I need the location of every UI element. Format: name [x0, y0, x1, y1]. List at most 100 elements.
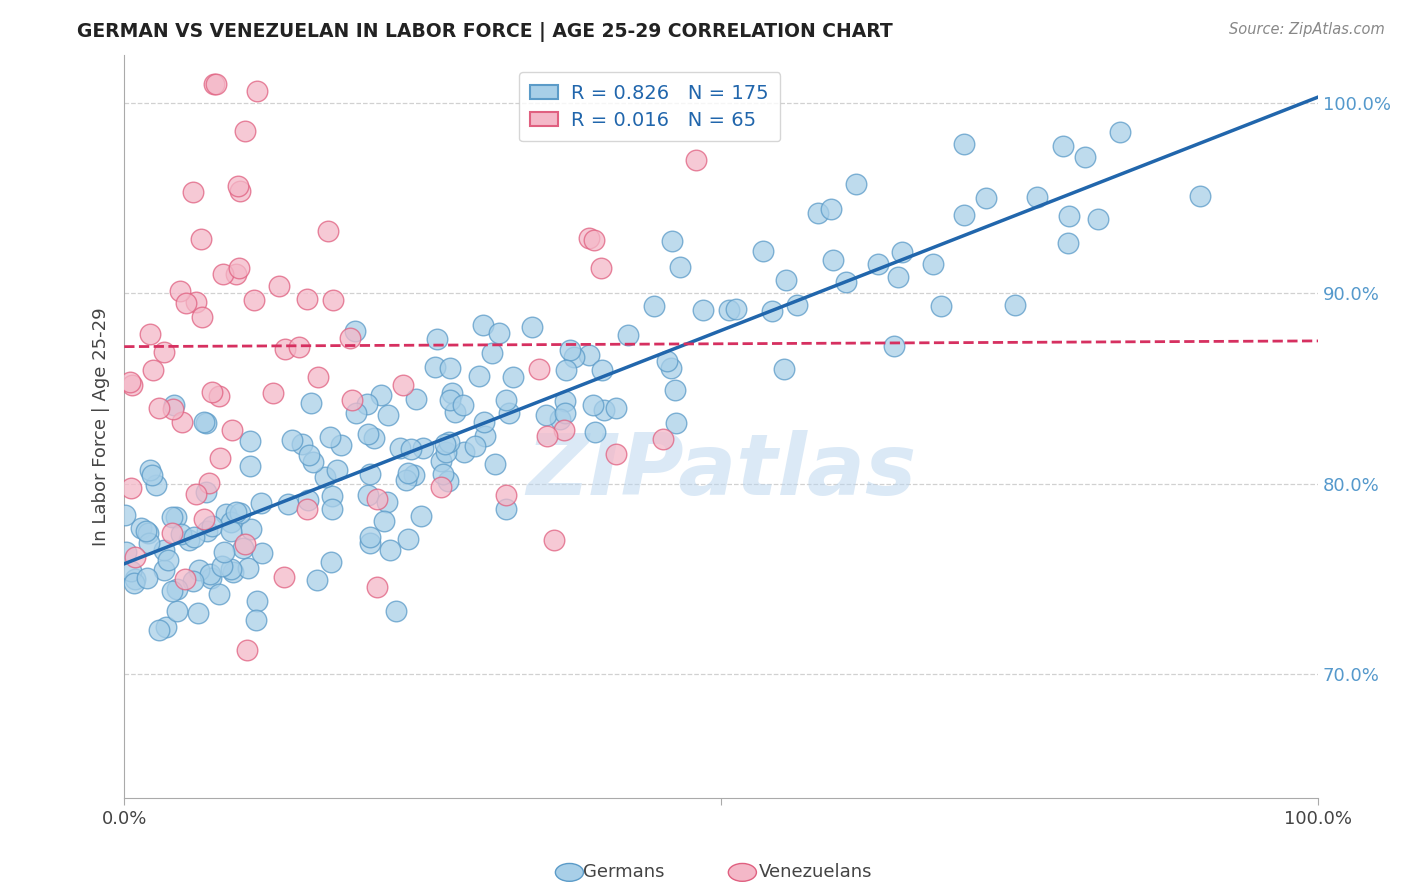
Point — [883, 339, 905, 353]
Point — [162, 402, 184, 417]
Circle shape — [728, 863, 756, 881]
Point — [664, 384, 686, 398]
Point — [291, 436, 314, 450]
Point — [437, 475, 460, 489]
Point — [395, 474, 418, 488]
Point — [201, 384, 224, 399]
Point — [120, 564, 142, 578]
Point — [198, 476, 221, 491]
Point — [211, 268, 233, 282]
Point — [724, 301, 747, 316]
Point — [562, 350, 585, 364]
Point — [233, 124, 256, 138]
Point — [153, 563, 176, 577]
Point — [174, 572, 197, 586]
Point — [444, 405, 467, 419]
Point — [392, 377, 415, 392]
Point — [399, 442, 422, 456]
Point — [717, 303, 740, 318]
Point — [502, 370, 524, 384]
Text: Venezuelans: Venezuelans — [759, 863, 873, 881]
Point — [344, 406, 367, 420]
Point — [472, 415, 495, 429]
Point — [221, 423, 243, 437]
Point — [344, 324, 367, 338]
Point — [377, 408, 399, 422]
Point — [274, 342, 297, 356]
Point — [321, 555, 343, 569]
Point — [953, 208, 976, 222]
Point — [845, 177, 868, 191]
Point — [578, 348, 600, 362]
Point — [124, 549, 146, 564]
Point — [669, 260, 692, 274]
Point — [366, 492, 388, 507]
Y-axis label: In Labor Force | Age 25-29: In Labor Force | Age 25-29 — [93, 308, 110, 546]
Point — [834, 275, 856, 289]
Point — [166, 582, 188, 596]
Point — [692, 303, 714, 318]
Point — [211, 558, 233, 573]
Point — [820, 202, 842, 217]
Point — [761, 303, 783, 318]
Point — [582, 398, 605, 412]
Point — [120, 481, 142, 495]
Point — [297, 501, 319, 516]
Point — [378, 543, 401, 558]
Point — [135, 524, 157, 538]
Point — [232, 541, 254, 555]
Point — [426, 332, 449, 346]
Point — [219, 562, 242, 576]
Legend: R = 0.826   N = 175, R = 0.016   N = 65: R = 0.826 N = 175, R = 0.016 N = 65 — [519, 72, 780, 142]
Point — [402, 467, 425, 482]
Point — [297, 292, 319, 306]
Point — [273, 570, 295, 584]
Point — [655, 354, 678, 368]
Point — [866, 257, 889, 271]
Point — [543, 533, 565, 547]
Point — [181, 185, 204, 199]
Text: Germans: Germans — [583, 863, 665, 881]
Point — [240, 522, 263, 536]
Point — [370, 388, 392, 402]
Point — [155, 620, 177, 634]
Point — [162, 510, 184, 524]
Point — [124, 572, 146, 586]
Point — [215, 507, 238, 521]
Point — [222, 566, 245, 580]
Point — [118, 375, 141, 389]
Point — [170, 415, 193, 429]
Point — [298, 448, 321, 462]
Point — [162, 584, 184, 599]
Point — [226, 179, 249, 194]
Point — [1057, 235, 1080, 250]
Point — [152, 542, 174, 557]
Point — [267, 279, 290, 293]
Point — [321, 489, 343, 503]
Point — [441, 386, 464, 401]
Point — [617, 328, 640, 343]
Point — [115, 545, 138, 559]
Point — [495, 502, 517, 516]
Point — [807, 205, 830, 219]
Point — [174, 296, 197, 310]
Point — [409, 509, 432, 524]
Point — [245, 613, 267, 627]
Point — [583, 425, 606, 439]
Point — [554, 393, 576, 408]
Point — [207, 389, 229, 403]
Point — [122, 576, 145, 591]
Point — [498, 406, 520, 420]
Point — [236, 642, 259, 657]
Point — [1052, 139, 1074, 153]
Point — [136, 571, 159, 585]
Point — [436, 445, 458, 459]
Point — [453, 445, 475, 459]
Point — [553, 423, 575, 437]
Point — [281, 433, 304, 447]
Point — [786, 298, 808, 312]
Point — [321, 502, 343, 516]
Point — [430, 454, 453, 468]
Point — [488, 326, 510, 341]
Point — [187, 563, 209, 577]
